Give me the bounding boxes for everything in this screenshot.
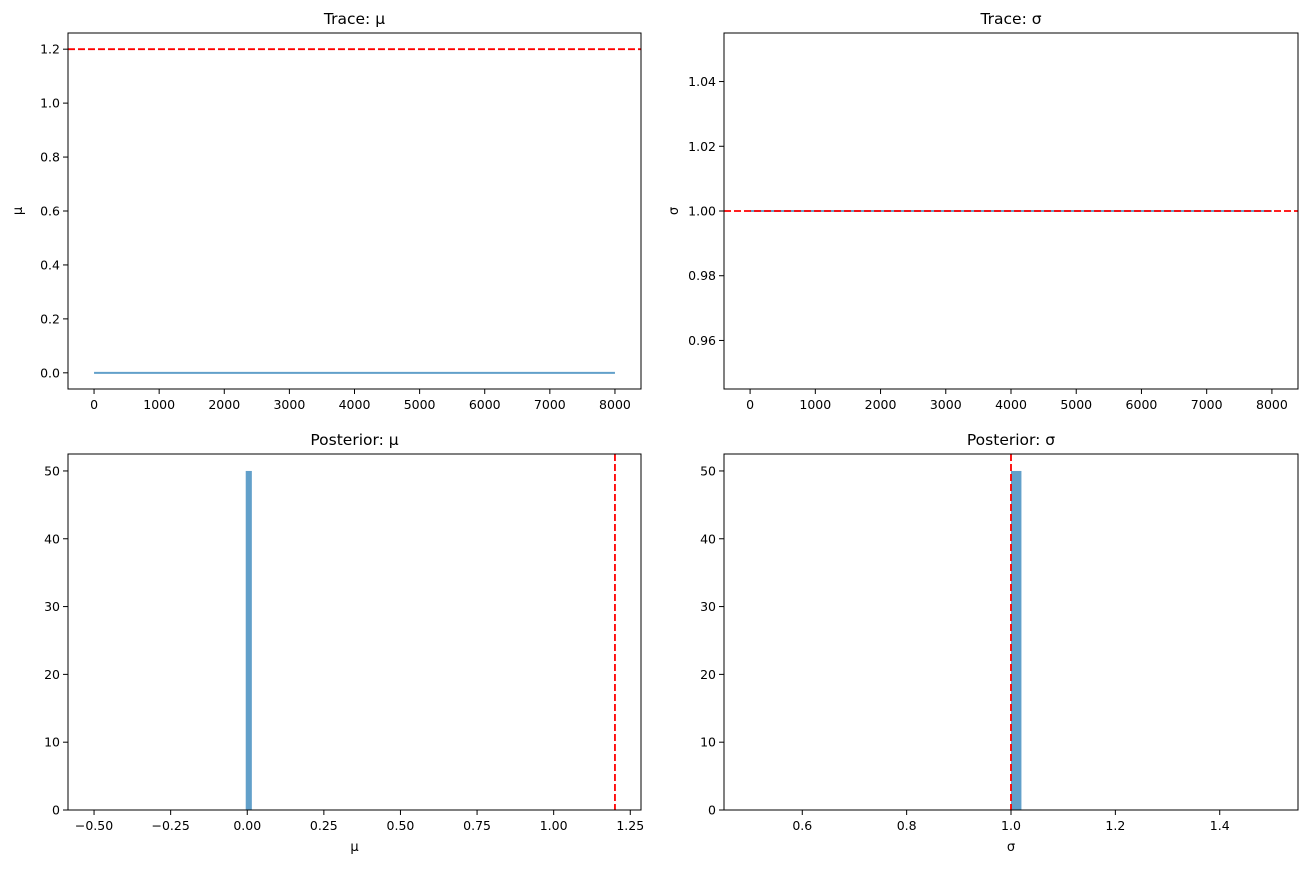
trace-sigma-ytick-label-1: 0.98 xyxy=(688,268,716,283)
posterior-sigma-title: Posterior: σ xyxy=(967,431,1055,449)
trace-sigma-ylabel: σ xyxy=(667,207,682,215)
trace-sigma-ytick-label-4: 1.04 xyxy=(688,74,716,89)
trace-mu-panel: 0 1000 2000 3000 4000 5000 6000 7000 8000 0.0 0.2 0… xyxy=(11,10,642,412)
trace-mu-ylabel: μ xyxy=(11,207,26,215)
trace-sigma-xtick-label-7: 7000 xyxy=(1191,397,1223,412)
posterior-mu-xtick-label-3: 0.25 xyxy=(310,818,338,833)
trace-sigma-title: Trace: σ xyxy=(979,10,1041,28)
trace-mu-ytick-label-4: 0.8 xyxy=(40,150,60,165)
posterior-sigma-xtick-label-2: 1.0 xyxy=(1001,818,1021,833)
posterior-mu-xlabel: μ xyxy=(350,840,358,855)
trace-mu-xtick-label-4: 4000 xyxy=(339,397,371,412)
posterior-sigma-ytick-label-5: 50 xyxy=(700,463,716,478)
trace-sigma-xtick-label-3: 3000 xyxy=(930,397,962,412)
trace-sigma-xtick-label-8: 8000 xyxy=(1256,397,1288,412)
posterior-mu-xtick-label-7: 1.25 xyxy=(616,818,644,833)
trace-mu-ytick-label-5: 1.0 xyxy=(40,96,60,111)
trace-mu-xtick-label-7: 7000 xyxy=(534,397,566,412)
trace-mu-xtick-label-8: 8000 xyxy=(599,397,631,412)
posterior-mu-ytick-label-5: 50 xyxy=(44,463,60,478)
trace-sigma-xtick-label-1: 1000 xyxy=(799,397,831,412)
posterior-sigma-bar-0 xyxy=(1011,470,1022,810)
posterior-mu-xtick-label-5: 0.75 xyxy=(463,818,491,833)
trace-mu-axes-frame xyxy=(67,32,642,390)
posterior-mu-bar-0 xyxy=(245,470,252,810)
posterior-sigma-xtick-label-1: 0.8 xyxy=(897,818,917,833)
trace-mu-xtick-label-1: 1000 xyxy=(143,397,175,412)
posterior-mu-xtick-label-6: 1.00 xyxy=(540,818,568,833)
trace-sigma-panel: 0 1000 2000 3000 4000 5000 6000 7000 8000 0.96 0.9… xyxy=(667,10,1299,412)
posterior-sigma-xtick-label-0: 0.6 xyxy=(792,818,812,833)
posterior-sigma-ytick-label-4: 40 xyxy=(700,531,716,546)
trace-sigma-xtick-label-2: 2000 xyxy=(865,397,897,412)
posterior-mu-xtick-label-1: −0.25 xyxy=(151,818,189,833)
posterior-mu-ytick-label-2: 20 xyxy=(44,667,60,682)
trace-mu-xtick-label-5: 5000 xyxy=(404,397,436,412)
posterior-mu-xtick-label-2: 0.00 xyxy=(233,818,261,833)
posterior-mu-panel: −0.50 −0.25 0.00 0.25 0.50 0.75 1.00 1.25 0 10 20 3… xyxy=(44,431,644,855)
trace-mu-ytick-label-0: 0.0 xyxy=(40,365,60,380)
trace-sigma-xtick-label-5: 5000 xyxy=(1060,397,1092,412)
trace-mu-xtick-label-3: 3000 xyxy=(273,397,305,412)
posterior-sigma-ytick-label-2: 20 xyxy=(700,667,716,682)
trace-mu-xtick-label-0: 0 xyxy=(90,397,98,412)
posterior-mu-title: Posterior: μ xyxy=(310,431,398,449)
trace-mu-ytick-label-6: 1.2 xyxy=(40,42,60,57)
posterior-mu-xtick-label-4: 0.50 xyxy=(387,818,415,833)
posterior-mu-xtick-label-0: −0.50 xyxy=(75,818,113,833)
posterior-sigma-xlabel: σ xyxy=(1007,840,1015,855)
trace-mu-xtick-label-6: 6000 xyxy=(469,397,501,412)
posterior-sigma-ytick-label-0: 0 xyxy=(708,803,716,818)
trace-sigma-ytick-label-3: 1.02 xyxy=(688,139,716,154)
posterior-sigma-panel: 0.6 0.8 1.0 1.2 1.4 0 10 20 30 40 50 Posterior: σ σ xyxy=(700,431,1299,855)
posterior-sigma-ytick-label-1: 10 xyxy=(700,735,716,750)
posterior-mu-ytick-label-1: 10 xyxy=(44,735,60,750)
posterior-mu-ytick-label-4: 40 xyxy=(44,531,60,546)
posterior-sigma-ytick-label-3: 30 xyxy=(700,599,716,614)
trace-sigma-xtick-label-4: 4000 xyxy=(995,397,1027,412)
trace-mu-title: Trace: μ xyxy=(323,10,385,28)
trace-mu-ytick-label-1: 0.2 xyxy=(40,311,60,326)
posterior-sigma-xtick-label-3: 1.2 xyxy=(1105,818,1125,833)
trace-mu-xtick-label-2: 2000 xyxy=(208,397,240,412)
posterior-mu-ytick-label-3: 30 xyxy=(44,599,60,614)
posterior-sigma-xtick-label-4: 1.4 xyxy=(1210,818,1230,833)
posterior-mu-ytick-label-0: 0 xyxy=(52,803,60,818)
trace-mu-ytick-label-3: 0.6 xyxy=(40,204,60,219)
trace-mu-ytick-label-2: 0.4 xyxy=(40,257,60,272)
trace-sigma-ytick-label-2: 1.00 xyxy=(688,204,716,219)
trace-sigma-xtick-label-6: 6000 xyxy=(1126,397,1158,412)
trace-sigma-xtick-label-0: 0 xyxy=(746,397,754,412)
trace-sigma-ytick-label-0: 0.96 xyxy=(688,333,716,348)
posterior-mu-axes-frame xyxy=(67,453,642,811)
